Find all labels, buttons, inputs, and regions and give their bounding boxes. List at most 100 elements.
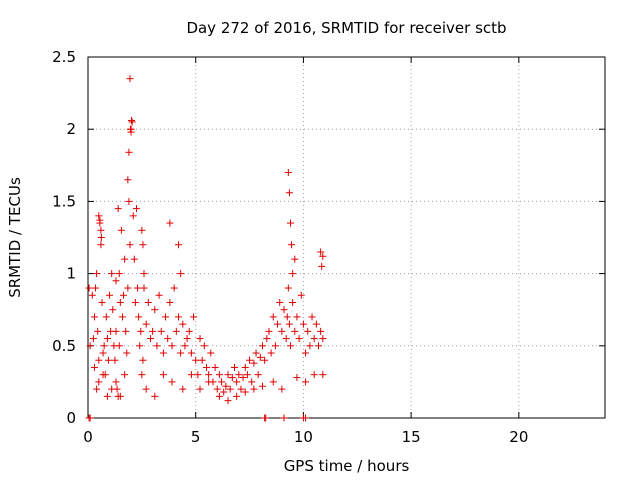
data-point [164,335,172,343]
data-point [125,148,133,156]
data-point [278,385,286,393]
data-point [187,349,195,357]
data-point [215,392,223,400]
data-point [162,313,170,321]
data-point [139,356,147,364]
data-point [280,306,288,314]
x-tick-label: 5 [191,428,201,446]
data-point [202,363,210,371]
data-point [168,342,176,350]
data-point [131,298,139,306]
data-point [89,335,97,343]
data-point [310,335,318,343]
data-point [177,349,185,357]
data-point [95,356,103,364]
data-point [138,371,146,379]
data-point [306,342,314,350]
data-point [174,313,182,321]
data-point [134,284,142,292]
data-point [286,342,294,350]
data-point [157,327,165,335]
data-point [126,241,134,249]
data-point [85,284,93,292]
data-point [116,298,124,306]
data-point [112,277,120,285]
data-point [293,374,301,382]
data-point [310,371,318,379]
data-point [93,385,101,393]
data-point [263,335,271,343]
data-point [125,197,133,205]
data-point [285,320,293,328]
y-tick-label: 2.5 [52,48,76,66]
data-point [302,378,310,386]
data-point [116,392,124,400]
data-point [100,342,108,350]
data-point [97,234,105,241]
data-point [196,385,204,393]
data-point [106,291,114,299]
data-point [114,205,122,213]
data-point [252,349,260,357]
data-point [99,371,107,379]
data-point [258,342,266,350]
data-point [111,356,119,364]
data-point [159,371,167,379]
data-point [90,363,98,371]
data-point [243,371,251,379]
data-point [237,385,245,393]
data-point [120,291,128,299]
data-point [95,378,103,386]
data-point [220,388,228,396]
data-point [128,118,136,126]
data-point [108,270,116,278]
data-point [233,378,241,386]
x-tick-label: 10 [294,428,313,446]
data-point [218,378,226,386]
data-point [250,385,258,393]
data-point [224,397,232,405]
data-point [124,176,132,184]
data-point [319,371,327,379]
data-point [149,327,157,335]
data-point [200,342,208,350]
data-point [127,128,135,136]
data-point [308,313,316,321]
data-point [129,212,137,220]
data-point [95,212,103,220]
data-point [288,241,296,249]
data-point [140,284,148,292]
data-point [233,392,241,400]
data-point [312,320,320,328]
data-point [269,313,277,321]
data-point [291,255,299,263]
data-point [103,335,111,343]
x-tick-label: 15 [402,428,421,446]
data-point [289,270,297,278]
data-point [86,342,94,350]
data-point [215,371,223,379]
data-point [97,226,105,234]
data-point [302,414,310,422]
data-point [139,241,147,249]
data-point [177,270,185,278]
data-point [194,371,202,379]
data-point [124,284,132,292]
data-point [250,359,258,367]
data-point [258,382,266,390]
data-point [88,291,96,299]
data-point [190,313,198,321]
data-point [98,298,106,306]
data-point [284,169,292,177]
data-point [299,320,307,328]
data-point [126,75,134,83]
data-point [222,382,230,390]
data-point [198,356,206,364]
data-point [168,378,176,386]
data-point [274,320,282,328]
data-point [302,349,310,357]
data-point [151,306,159,314]
data-point [228,374,236,382]
data-point [108,385,116,393]
